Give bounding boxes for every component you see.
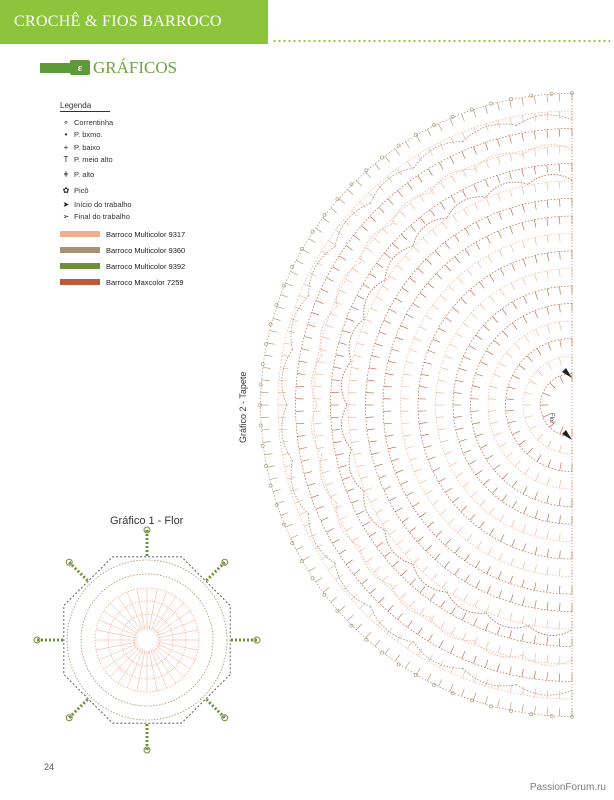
legend-symbol-icon: ✿: [62, 185, 70, 195]
color-swatch: [60, 247, 100, 253]
chart1-flor-diagram: [33, 526, 261, 754]
chart2-tapete-diagram: [258, 91, 574, 719]
legend-item-label: P. alto: [74, 169, 95, 179]
legend-color-label: Barroco Multicolor 9360: [106, 245, 186, 255]
color-swatch: [60, 231, 100, 237]
color-swatch: [60, 263, 100, 269]
legend-title: Legenda: [60, 101, 110, 112]
legend-item: ✿ Picô: [60, 182, 240, 198]
legend-item: + P. baixo: [60, 141, 240, 154]
legend-item-label: Final do trabalho: [74, 212, 130, 222]
legend-item-label: P. bxmo.: [74, 130, 103, 140]
legend: Legenda ⚬ Correntinha • P. bxmo. + P. baixo T P…: [60, 101, 240, 290]
legend-item: ➢ Final do trabalho: [60, 211, 240, 224]
legend-item: ⚬ Correntinha: [60, 116, 240, 129]
legend-symbol-icon: ➤: [62, 199, 70, 209]
page-number: 24: [44, 762, 55, 772]
legend-color-item: Barroco Multicolor 9317: [60, 226, 240, 242]
legend-item: ➤ Início do trabalho: [60, 198, 240, 211]
chart2-label: Gráfico 2 - Tapete: [238, 371, 248, 443]
watermark: PassionForum.ru: [529, 782, 606, 793]
legend-symbol-list: ⚬ Correntinha • P. bxmo. + P. baixo T P. meio a…: [60, 116, 240, 223]
legend-item: • P. bxmo.: [60, 129, 240, 142]
chart1-title: Gráfico 1 - Flor: [110, 515, 184, 527]
legend-color-item: Barroco Maxcolor 7259: [60, 274, 240, 290]
legend-item-label: Correntinha: [74, 117, 114, 127]
chart2-center-label: Flor: [548, 413, 554, 424]
header-dotted-rule: [272, 40, 610, 42]
legend-color-label: Barroco Multicolor 9317: [106, 229, 186, 239]
legend-color-list: Barroco Multicolor 9317 Barroco Multicolo…: [60, 226, 240, 290]
legend-item: ǂ P. alto: [60, 166, 240, 182]
legend-item-label: P. baixo: [74, 142, 101, 152]
legend-color-item: Barroco Multicolor 9392: [60, 258, 240, 274]
section-bar: [40, 63, 70, 73]
legend-color-item: Barroco Multicolor 9360: [60, 242, 240, 258]
legend-symbol-icon: •: [64, 130, 68, 140]
legend-color-label: Barroco Maxcolor 7259: [106, 277, 184, 287]
legend-symbol-icon: T: [63, 155, 69, 165]
section-title: GRÁFICOS: [93, 58, 178, 77]
header-bar: CROCHÊ & FIOS BARROCO: [0, 0, 268, 44]
section-logo-icon: ε: [70, 60, 90, 75]
legend-item-label: Picô: [74, 185, 89, 195]
legend-symbol-icon: +: [63, 142, 69, 152]
legend-symbol-icon: ǂ: [63, 169, 69, 179]
legend-item: T P. meio alto: [60, 154, 240, 167]
color-swatch: [60, 279, 100, 285]
legend-symbol-icon: ⚬: [62, 117, 70, 127]
legend-color-label: Barroco Multicolor 9392: [106, 261, 186, 271]
header-title: CROCHÊ & FIOS BARROCO: [14, 13, 222, 30]
legend-item-label: P. meio alto: [74, 155, 113, 165]
legend-item-label: Início do trabalho: [74, 199, 132, 209]
legend-symbol-icon: ➢: [62, 212, 70, 222]
